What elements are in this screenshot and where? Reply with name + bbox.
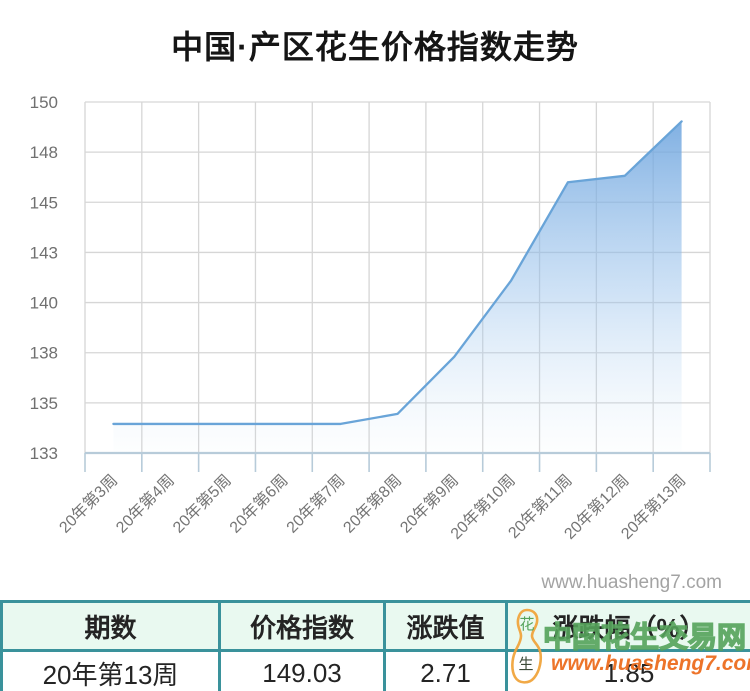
y-axis-label: 140 [30, 294, 58, 313]
cell-change-value: 2.71 [383, 649, 508, 691]
y-axis-label: 133 [30, 444, 58, 463]
chart-title: 中国·产区花生价格指数走势 [171, 29, 579, 65]
site-url-watermark: www.huasheng7.com [541, 572, 722, 593]
y-axis-label: 135 [30, 394, 58, 413]
table-header-row: 期数 价格指数 涨跌值 涨跌幅（%） [0, 600, 750, 652]
cell-change-percent: 1.85 [505, 649, 750, 691]
price-index-line [112, 120, 683, 426]
y-axis-label: 143 [30, 243, 58, 262]
x-axis-label: 20年第7周 [283, 471, 349, 537]
summary-table: 期数 价格指数 涨跌值 涨跌幅（%） 20年第13周 149.03 2.71 1… [0, 600, 750, 691]
x-axis-label: 20年第6周 [226, 471, 292, 537]
x-axis-label: 20年第8周 [340, 471, 406, 537]
table-row: 20年第13周 149.03 2.71 1.85 [0, 649, 750, 691]
col-header-change-percent: 涨跌幅（%） [505, 600, 750, 652]
cell-price-index: 149.03 [218, 649, 386, 691]
y-axis-label: 145 [30, 193, 58, 212]
price-index-area [113, 121, 682, 453]
cell-period: 20年第13周 [0, 649, 221, 691]
y-axis-label: 150 [30, 93, 58, 112]
y-axis-label: 148 [30, 143, 58, 162]
col-header-price-index: 价格指数 [218, 600, 386, 652]
col-header-period: 期数 [0, 600, 221, 652]
price-index-area-chart: 15014814514314013813513320年第3周20年第4周20年第… [30, 93, 711, 543]
y-axis-label: 138 [30, 344, 58, 363]
col-header-change-value: 涨跌值 [383, 600, 508, 652]
x-axis-label: 20年第4周 [113, 471, 179, 537]
x-axis-label: 20年第3周 [56, 471, 122, 537]
x-axis-label: 20年第5周 [169, 471, 235, 537]
